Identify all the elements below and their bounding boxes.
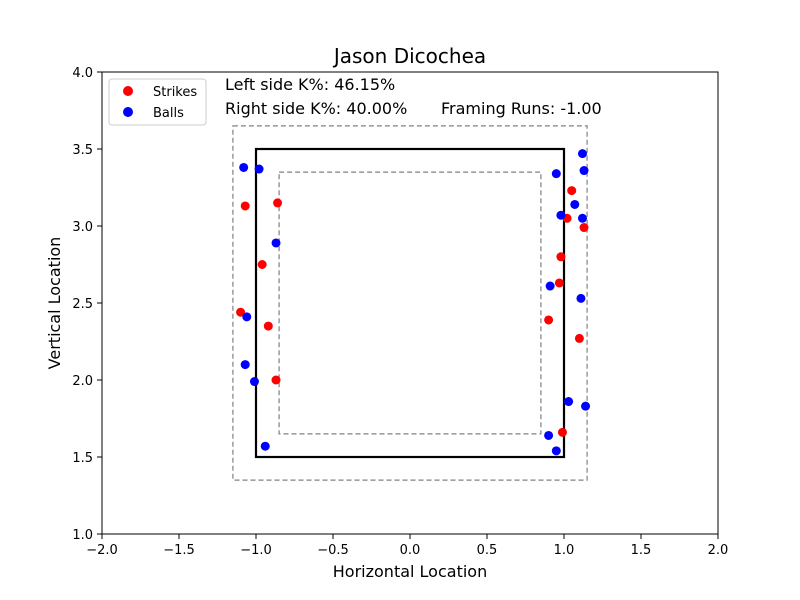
framing-runs-annotation: Framing Runs: -1.00 bbox=[441, 99, 602, 118]
ball-point bbox=[579, 166, 589, 176]
x-tick-label: 1.5 bbox=[631, 543, 652, 558]
x-tick-label: −0.5 bbox=[317, 543, 349, 558]
outer-zone-dashed bbox=[232, 125, 588, 481]
legend-label-strikes: Strikes bbox=[153, 85, 197, 100]
plot-area-frame bbox=[101, 71, 719, 535]
right-k-annotation: Right side K%: 40.00% bbox=[225, 99, 407, 118]
y-tick-label: 3.0 bbox=[72, 220, 93, 235]
strike-point bbox=[556, 252, 566, 262]
strike-point bbox=[554, 278, 564, 288]
ball-point bbox=[577, 213, 587, 223]
strike-point bbox=[263, 321, 273, 331]
ball-point bbox=[551, 169, 561, 179]
y-tick-label: 2.5 bbox=[72, 297, 93, 312]
points-layer bbox=[236, 149, 591, 456]
x-tick-label: −2.0 bbox=[86, 543, 118, 558]
ball-point bbox=[576, 293, 586, 303]
strike-point bbox=[240, 201, 250, 211]
chart-title: Jason Dicochea bbox=[332, 44, 486, 68]
x-axis: −2.0 −1.5 −1.0 −0.5 0.0 0.5 1.0 1.5 2.0 bbox=[86, 534, 728, 558]
strike-point bbox=[271, 375, 281, 385]
ball-point bbox=[271, 238, 281, 248]
zones-layer bbox=[232, 125, 588, 481]
strike-point bbox=[236, 307, 246, 317]
y-tick-label: 4.0 bbox=[72, 66, 93, 81]
ball-point bbox=[249, 377, 259, 387]
x-tick-label: 1.0 bbox=[554, 543, 575, 558]
inner-zone-dashed bbox=[278, 171, 542, 435]
ball-point bbox=[254, 164, 264, 174]
left-k-annotation: Left side K%: 46.15% bbox=[225, 75, 395, 94]
ball-point bbox=[240, 360, 250, 370]
ball-point bbox=[544, 430, 554, 440]
y-tick-label: 1.5 bbox=[72, 451, 93, 466]
strike-point bbox=[567, 186, 577, 196]
x-tick-label: −1.0 bbox=[240, 543, 272, 558]
legend-frame bbox=[108, 78, 207, 126]
legend-marker-strikes bbox=[123, 86, 133, 96]
ball-point bbox=[556, 210, 566, 220]
strike-point bbox=[557, 427, 567, 437]
x-tick-label: 0.5 bbox=[477, 543, 498, 558]
x-tick-label: 2.0 bbox=[708, 543, 729, 558]
y-tick-label: 3.5 bbox=[72, 143, 93, 158]
x-tick-label: −1.5 bbox=[163, 543, 195, 558]
ball-point bbox=[239, 162, 249, 172]
y-tick-label: 1.0 bbox=[72, 528, 93, 543]
strike-point bbox=[257, 260, 267, 269]
legend-marker-balls bbox=[123, 107, 133, 117]
y-axis-label: Vertical Location bbox=[45, 237, 64, 370]
x-axis-label: Horizontal Location bbox=[333, 562, 487, 581]
strike-point bbox=[544, 315, 554, 325]
ball-point bbox=[570, 199, 580, 209]
legend-label-balls: Balls bbox=[153, 106, 184, 121]
strike-zone bbox=[254, 147, 566, 459]
ball-point bbox=[581, 401, 591, 411]
strike-point bbox=[273, 198, 283, 208]
ball-point bbox=[564, 397, 574, 407]
x-tick-label: 0.0 bbox=[400, 543, 421, 558]
ball-point bbox=[260, 441, 270, 451]
ball-point bbox=[545, 281, 555, 291]
strike-point bbox=[574, 333, 584, 343]
y-axis: 1.0 1.5 2.0 2.5 3.0 3.5 4.0 bbox=[72, 66, 102, 543]
y-tick-label: 2.0 bbox=[72, 374, 93, 389]
ball-point bbox=[577, 149, 587, 159]
legend: Strikes Balls bbox=[108, 78, 207, 126]
ball-point bbox=[242, 312, 252, 322]
strike-point bbox=[579, 223, 589, 233]
ball-point bbox=[551, 446, 561, 456]
